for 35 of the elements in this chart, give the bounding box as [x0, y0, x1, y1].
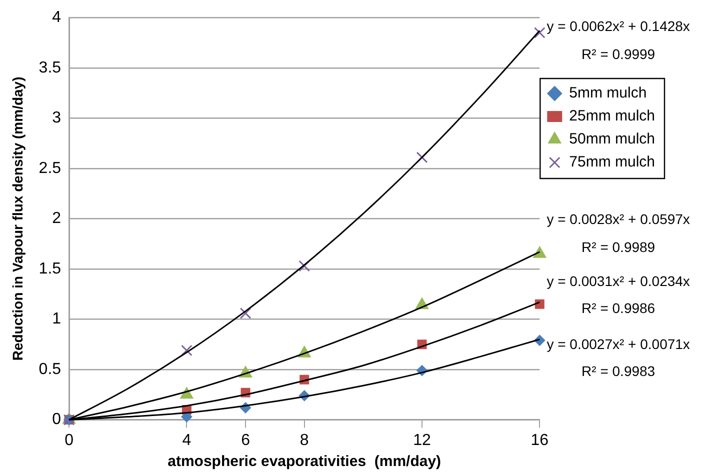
x-tick-label: 0: [64, 432, 74, 449]
x-tick-label: 12: [413, 432, 431, 449]
y-tick-label: 0.5: [38, 360, 62, 378]
point: [298, 260, 310, 272]
x-axis-title: atmospheric evaporativities (mm/day): [168, 453, 442, 470]
text: R² = 0.9983: [582, 362, 656, 379]
text: R² = 0.9986: [582, 300, 656, 316]
text: y = 0.0062x² + 0.1428x: [546, 18, 690, 34]
x-tick-label: 16: [530, 432, 549, 449]
x-tick-label: 6: [241, 432, 250, 449]
y-tick-label: 0: [52, 411, 62, 428]
legend-label: 25mm mulch: [569, 108, 656, 125]
y-tick-label: 2: [52, 210, 62, 228]
legend-label: 50mm mulch: [569, 130, 656, 148]
legend-label: 75mm mulch: [569, 154, 656, 171]
y-tick-label: 4: [52, 9, 62, 26]
text: y = 0.0028x² + 0.0597x: [546, 210, 690, 227]
y-tick-label: 3.5: [38, 59, 62, 76]
text: y = 0.0031x² + 0.0234x: [546, 272, 690, 289]
x-tick-label: 4: [182, 432, 192, 449]
legend-label: 5mm mulch: [569, 84, 647, 102]
text: R² = 0.9989: [582, 238, 656, 255]
text: y = 0.0027x² + 0.0071x: [546, 336, 690, 352]
y-tick-label: 1: [52, 310, 62, 328]
point: [181, 411, 192, 422]
y-tick-label: 1.5: [38, 260, 62, 278]
y-axis-title: Reduction in Vapour flux density (mm/day): [9, 76, 26, 361]
y-tick-label: 3: [52, 110, 62, 127]
text: R² = 0.9999: [582, 46, 656, 62]
point: [534, 26, 546, 38]
point: [534, 299, 544, 309]
point: [240, 308, 252, 319]
x-tick-label: 8: [300, 432, 309, 449]
point: [180, 344, 192, 356]
y-tick-label: 2.5: [38, 160, 62, 177]
